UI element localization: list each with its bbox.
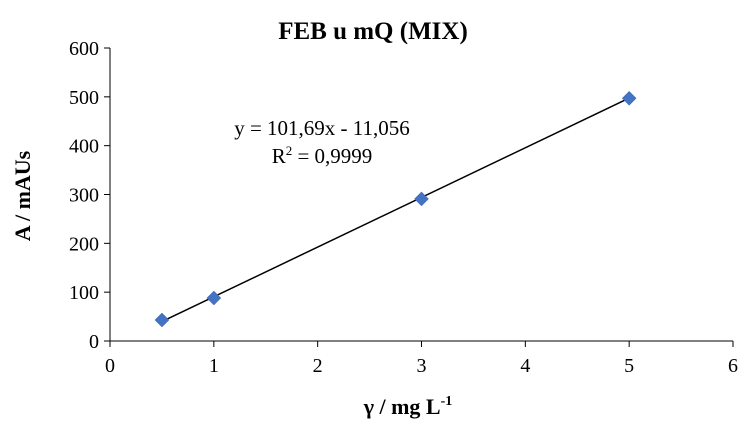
y-tick-label: 600 (69, 38, 99, 60)
r-squared-label: R2 = 0,9999 (272, 143, 373, 168)
y-tick-label: 400 (69, 136, 99, 158)
y-tick-label: 100 (69, 282, 99, 304)
regression-equation: y = 101,69x - 11,056 (234, 116, 410, 140)
data-points (154, 90, 637, 328)
y-tick-label: 500 (69, 87, 99, 109)
y-axis-ticks: 0 100 200 300 400 500 600 (69, 38, 110, 353)
x-tick-label: 6 (728, 355, 738, 377)
r-squared-superscript: 2 (286, 143, 293, 158)
x-tick-label: 0 (105, 355, 115, 377)
y-tick-label: 200 (69, 233, 99, 255)
x-axis-title-superscript: -1 (441, 394, 453, 409)
x-tick-label: 1 (209, 355, 219, 377)
x-axis-ticks: 0 1 2 3 4 5 6 (105, 341, 738, 377)
data-point (414, 191, 429, 207)
x-tick-label: 4 (520, 355, 530, 377)
data-point (154, 312, 170, 328)
trendline (161, 97, 630, 323)
x-tick-label: 5 (624, 355, 634, 377)
x-tick-label: 3 (417, 355, 427, 377)
chart-title: FEB u mQ (MIX) (278, 18, 468, 45)
r-squared-prefix: R (272, 144, 286, 168)
data-point (206, 290, 222, 306)
x-axis-title-main: γ / mg L (363, 394, 441, 419)
r-squared-value: = 0,9999 (292, 144, 372, 168)
x-axis-title: γ / mg L-1 (363, 394, 453, 419)
data-point (621, 90, 637, 106)
trendline-path (161, 97, 630, 323)
y-axis-title: A / mAUs (10, 150, 35, 241)
y-tick-label: 0 (89, 331, 99, 353)
x-tick-label: 2 (313, 355, 323, 377)
y-tick-label: 300 (69, 185, 99, 207)
